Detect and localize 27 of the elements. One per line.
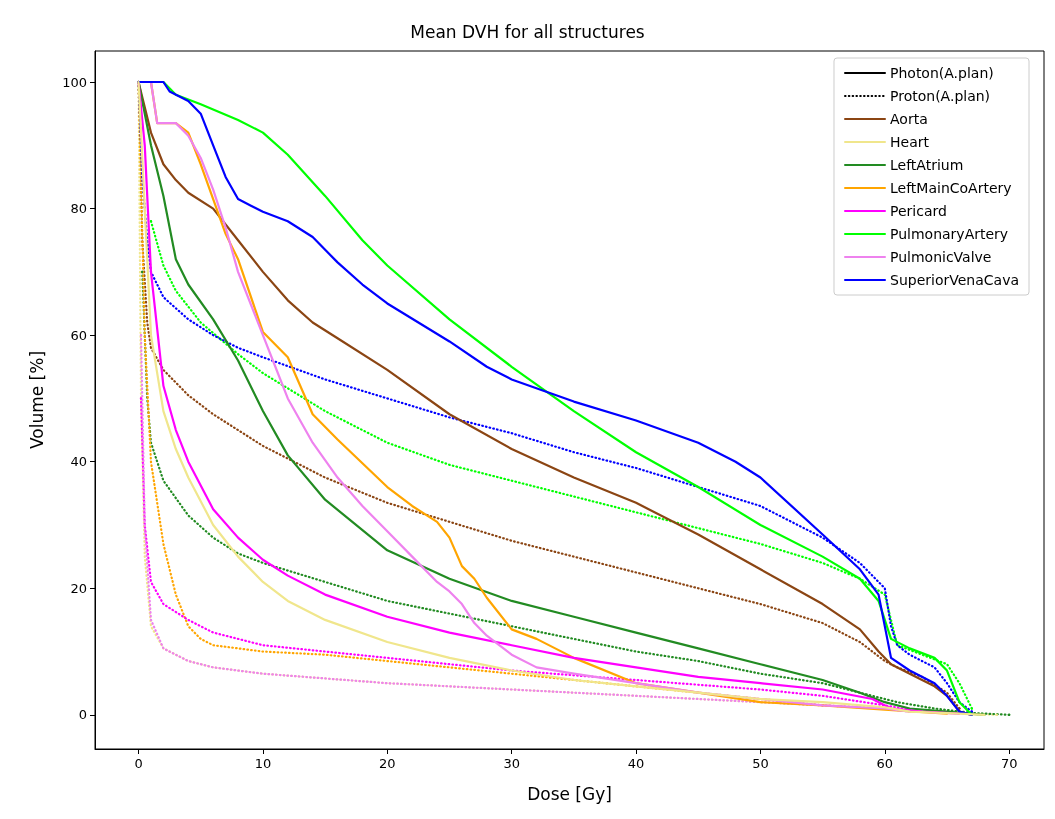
x-tick-label: 0 bbox=[134, 756, 143, 771]
legend-label: LeftAtrium bbox=[890, 157, 964, 173]
y-tick-label: 100 bbox=[62, 74, 87, 90]
legend-label: Aorta bbox=[890, 111, 928, 127]
legend-label: Photon(A.plan) bbox=[890, 65, 994, 81]
x-tick-label: 40 bbox=[627, 756, 645, 771]
legend-label: PulmonaryArtery bbox=[890, 226, 1009, 242]
legend-label: Proton(A.plan) bbox=[890, 88, 991, 104]
y-tick-label: 0 bbox=[78, 707, 87, 723]
legend-label: Heart bbox=[890, 134, 930, 150]
x-tick-label: 30 bbox=[503, 756, 520, 771]
x-tick-label: 70 bbox=[1000, 756, 1018, 771]
y-tick-label: 60 bbox=[70, 327, 87, 343]
legend-label: Pericard bbox=[890, 203, 947, 219]
x-tick-label: 50 bbox=[752, 756, 769, 771]
x-axis-title: Dose [Gy] bbox=[527, 783, 612, 804]
legend-label: PulmonicValve bbox=[890, 249, 992, 265]
x-tick-label: 20 bbox=[379, 756, 396, 771]
y-tick-label: 20 bbox=[70, 580, 87, 596]
legend-label: SuperiorVenaCava bbox=[890, 272, 1020, 288]
x-tick-label: 10 bbox=[254, 756, 272, 771]
y-tick-label: 80 bbox=[70, 201, 87, 217]
y-axis-title: Volume [%] bbox=[26, 350, 47, 450]
chart-title: Mean DVH for all structures bbox=[410, 21, 645, 42]
legend-label: LeftMainCoArtery bbox=[890, 180, 1012, 196]
x-tick-label: 60 bbox=[876, 756, 894, 771]
y-tick-label: 40 bbox=[70, 454, 87, 470]
